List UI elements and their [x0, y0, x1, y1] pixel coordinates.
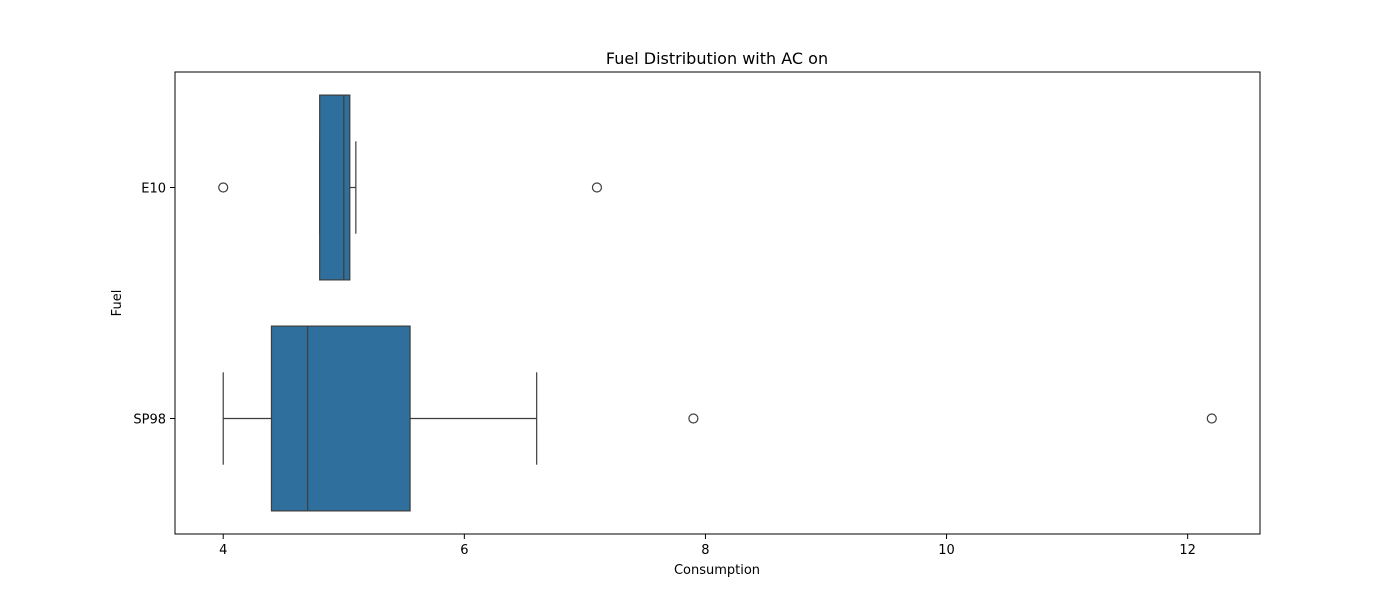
x-axis-label: Consumption — [674, 563, 760, 578]
box-e10 — [218, 94, 603, 281]
x-tick-label: 4 — [219, 543, 227, 558]
y-tick-label: SP98 — [133, 413, 166, 428]
x-tick-label: 10 — [938, 543, 955, 558]
outlier-point — [1206, 413, 1217, 424]
x-tick-label: 8 — [701, 543, 709, 558]
iqr-box — [270, 325, 411, 512]
x-tick-label: 6 — [460, 543, 468, 558]
x-axis: 4 6 8 10 12 — [219, 534, 1196, 558]
iqr-box — [319, 94, 351, 281]
outlier-point — [218, 182, 229, 193]
outlier-point — [591, 182, 603, 193]
box-sp98 — [222, 325, 1217, 512]
plot-area-frame — [174, 71, 1261, 535]
y-axis-label: Fuel — [110, 290, 125, 317]
y-tick-label: E10 — [141, 182, 166, 197]
y-axis: E10 SP98 — [133, 182, 175, 428]
outlier-point — [688, 413, 699, 424]
chart-title: Fuel Distribution with AC on — [606, 49, 828, 68]
x-tick-label: 12 — [1179, 543, 1196, 558]
plot-marks — [218, 94, 1217, 512]
